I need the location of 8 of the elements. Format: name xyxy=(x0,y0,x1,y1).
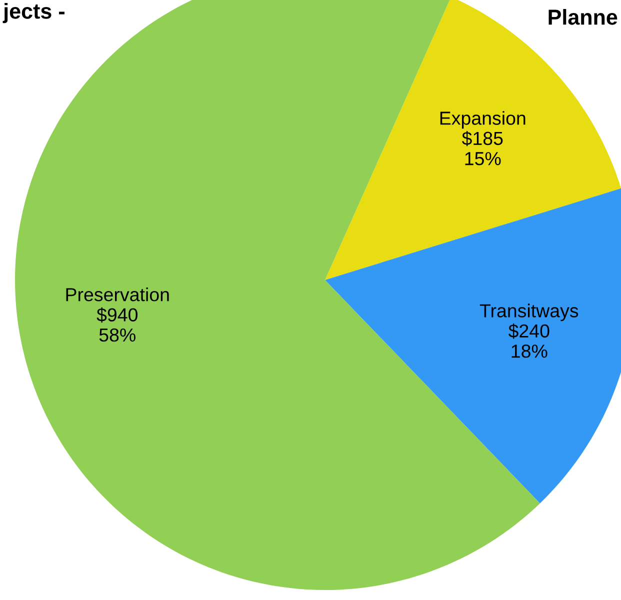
text: jects - xyxy=(2,3,64,24)
data-label: $240 18% xyxy=(508,324,550,358)
slice-label: Expansion xyxy=(440,111,526,129)
slice-label: Preservation xyxy=(66,288,169,302)
data-label: $940 58% xyxy=(96,307,138,342)
text: Planne xyxy=(548,9,618,25)
slice-label: Transitways xyxy=(480,304,578,322)
data-label: $185 15% xyxy=(462,131,503,166)
